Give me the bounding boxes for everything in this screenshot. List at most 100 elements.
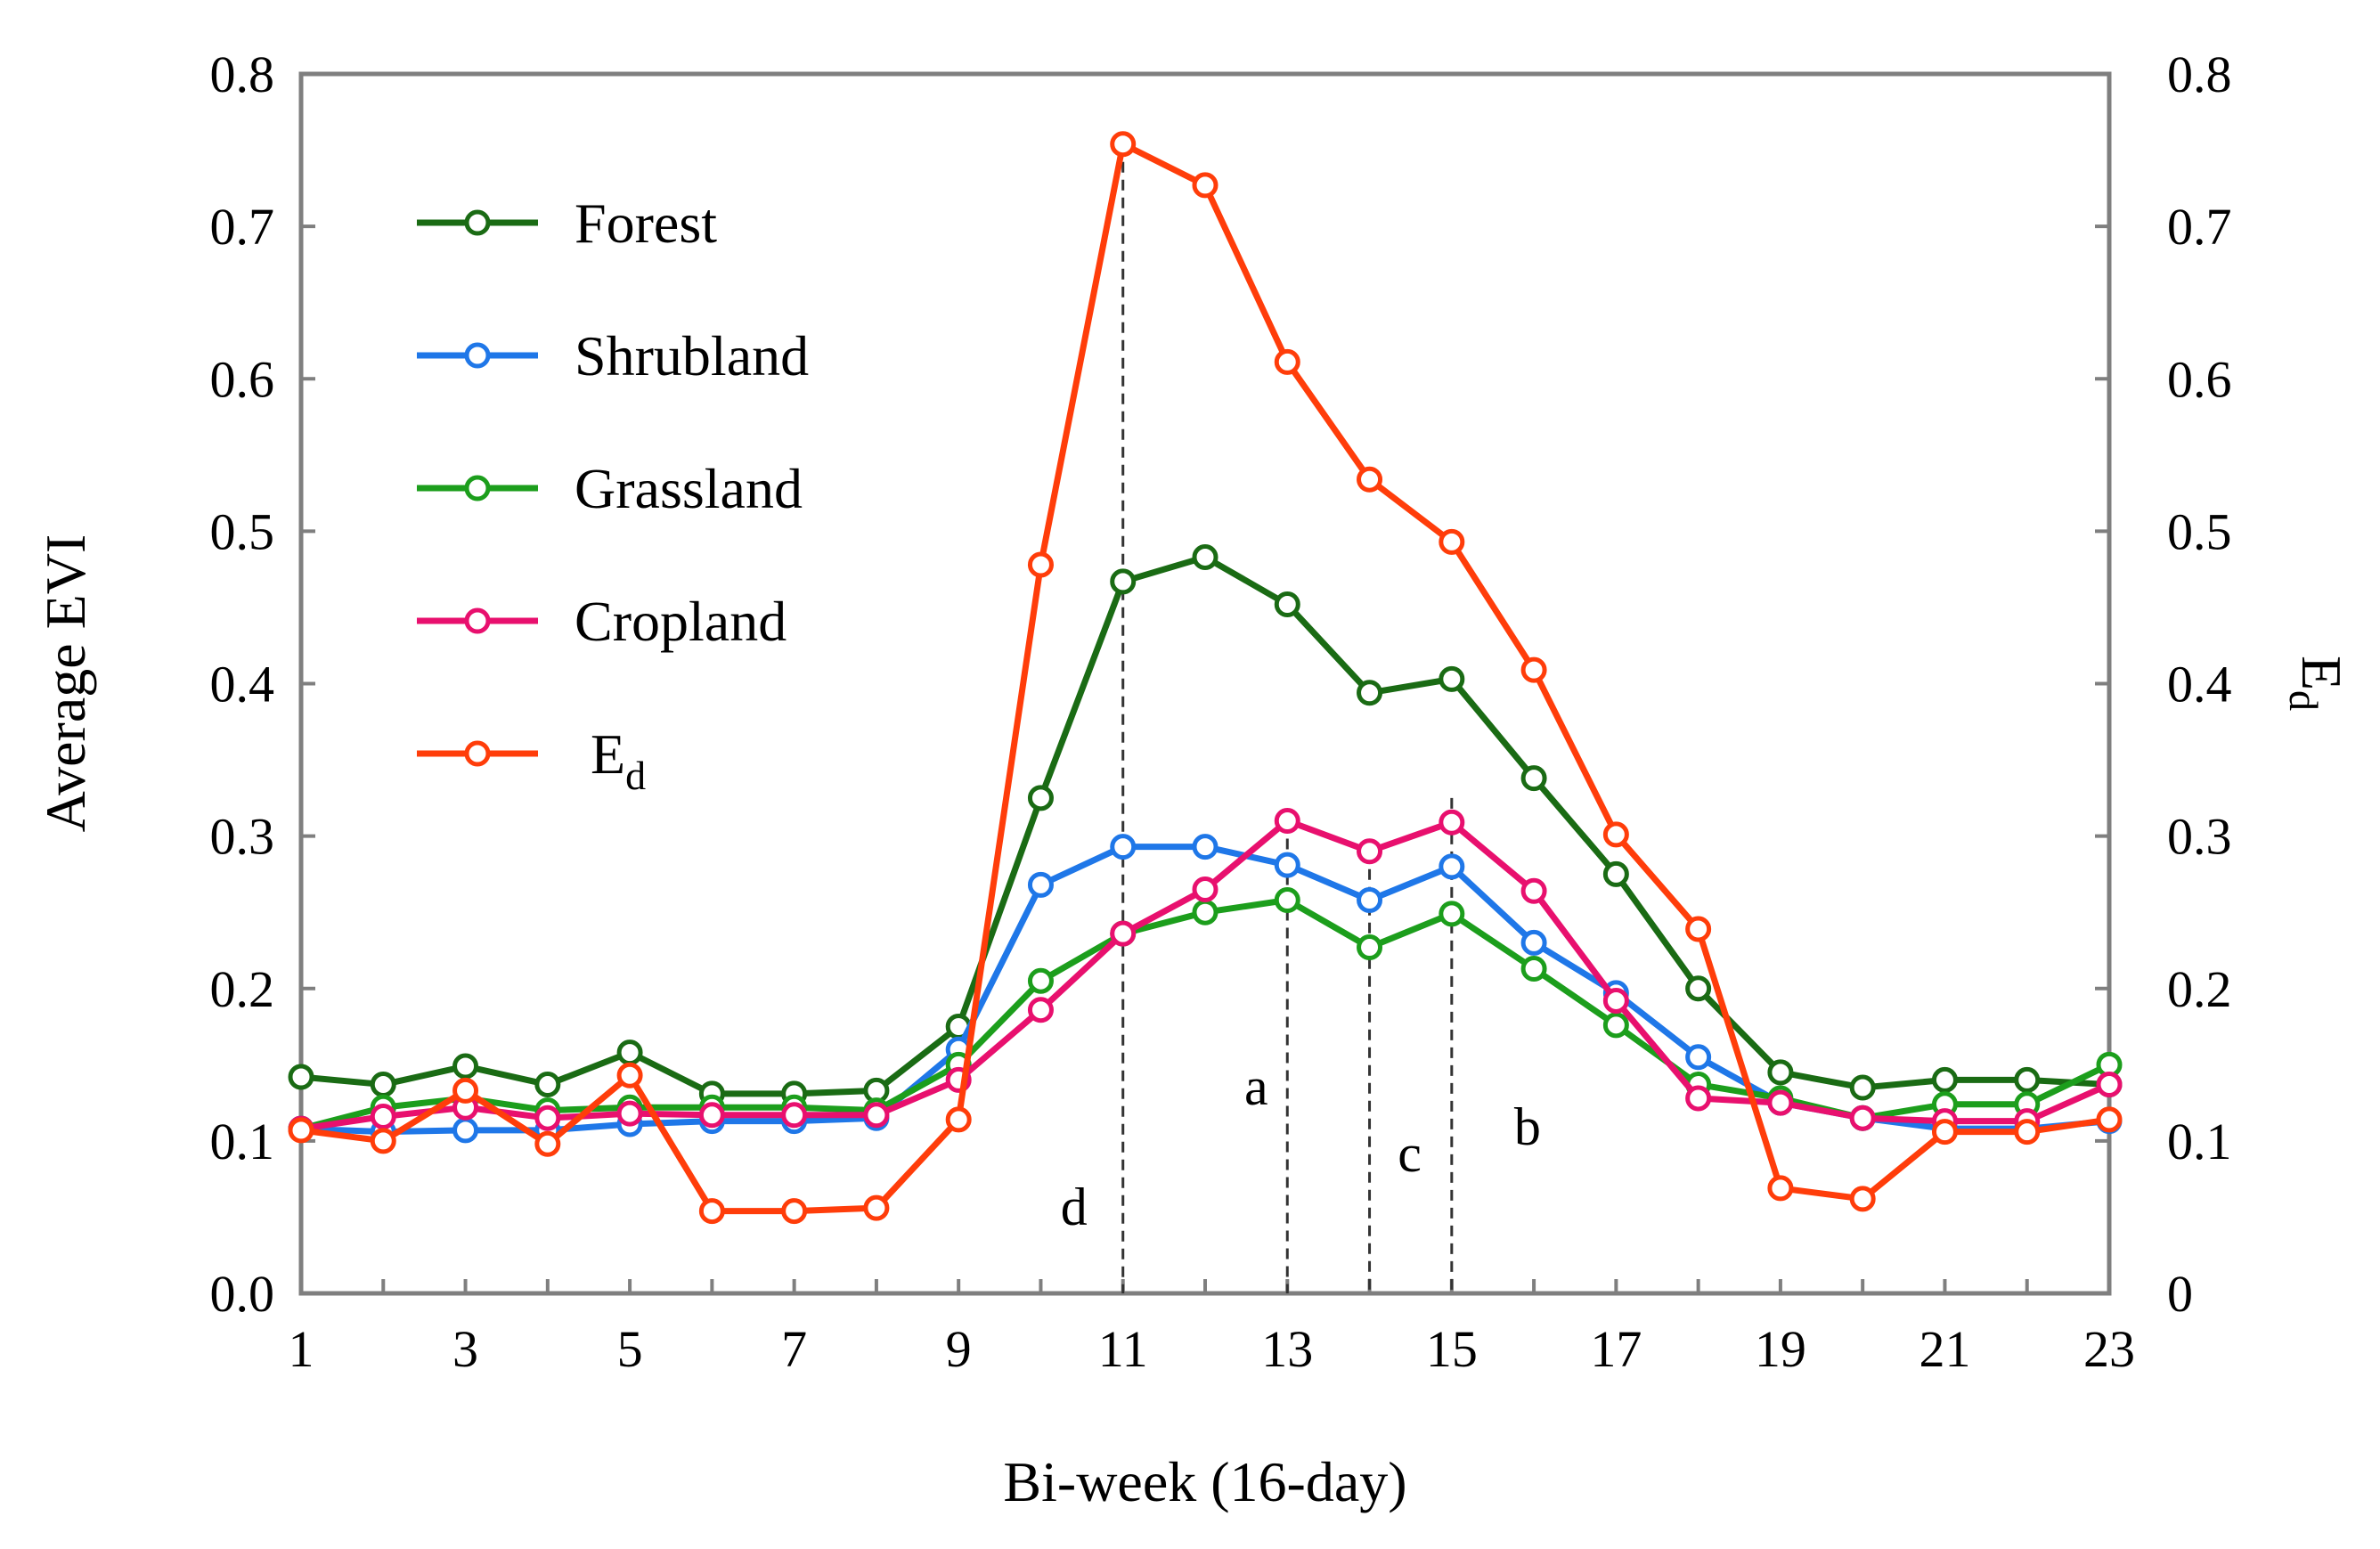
y2-axis-title-sub: d <box>2281 690 2327 711</box>
series-line-grassland <box>300 896 2111 1132</box>
series-line-e <box>300 141 2110 1215</box>
data-point <box>1520 765 1547 792</box>
legend-label: Cropland <box>575 590 787 653</box>
data-point <box>452 1077 479 1104</box>
y-tick-label: 0.2 <box>210 960 275 1018</box>
data-point <box>1520 929 1547 956</box>
data-point <box>781 1102 808 1129</box>
vertical-markers: d a c b <box>1061 143 1541 1293</box>
data-point <box>1274 591 1300 618</box>
ticks: 1 3 5 7 9 11 13 15 17 19 21 230.00.10.20.30.40.50.6… <box>210 45 2232 1378</box>
y2-tick-label: 0.6 <box>2167 350 2232 408</box>
legend-label-main: Forest <box>575 192 717 255</box>
data-point <box>1357 466 1383 493</box>
data-point <box>1685 916 1712 942</box>
y2-tick-label: 0 <box>2167 1265 2193 1323</box>
marker-label-d: d <box>1061 1178 1088 1236</box>
x-tick-label: 3 <box>452 1320 478 1378</box>
data-point <box>534 1105 561 1131</box>
legend-marker <box>464 209 491 236</box>
y2-axis-title-main: E <box>2290 656 2353 690</box>
data-point <box>1602 860 1629 887</box>
data-point <box>1520 877 1547 904</box>
x-tick-label: 1 <box>289 1320 314 1378</box>
data-point <box>2096 1072 2123 1098</box>
data-point <box>1520 656 1547 683</box>
data-point <box>1602 1012 1629 1039</box>
data-point <box>534 1072 561 1098</box>
y2-tick-label: 0.1 <box>2167 1113 2232 1170</box>
data-point <box>2014 1066 2041 1093</box>
data-point <box>616 1062 643 1088</box>
x-tick-label: 19 <box>1755 1320 1806 1378</box>
data-point <box>1110 834 1137 860</box>
x-tick-label: 11 <box>1098 1320 1148 1378</box>
marker-label-b: b <box>1514 1097 1541 1156</box>
data-point <box>1274 852 1300 878</box>
data-point <box>2096 1106 2123 1133</box>
data-point <box>698 1198 725 1225</box>
data-point <box>1192 543 1219 570</box>
data-point <box>616 1039 643 1066</box>
data-point <box>1767 1059 1794 1086</box>
data-point <box>534 1130 561 1157</box>
data-point <box>1931 1119 1958 1145</box>
data-point <box>1357 886 1383 913</box>
y-tick-label: 0.0 <box>210 1265 275 1323</box>
legend-label: Ed <box>591 722 646 798</box>
data-point <box>1849 1186 1876 1212</box>
legend-label-main: E <box>591 722 625 786</box>
legend-marker <box>464 342 491 369</box>
legend: Forest Shrubland Grassland Cropland Ed <box>417 192 809 798</box>
x-tick-label: 21 <box>1919 1320 1970 1378</box>
data-point <box>1685 1085 1712 1112</box>
marker-label-c: c <box>1398 1124 1422 1183</box>
data-point <box>1849 1074 1876 1101</box>
data-point <box>1274 348 1300 375</box>
data-point <box>1110 920 1137 947</box>
data-point <box>288 1064 314 1090</box>
x-tick-label: 23 <box>2083 1320 2135 1378</box>
y2-axis-title: Ed <box>2281 656 2353 711</box>
data-point <box>1767 1175 1794 1202</box>
x-tick-label: 9 <box>946 1320 972 1378</box>
data-point <box>1685 1044 1712 1071</box>
data-point <box>370 1072 396 1098</box>
data-point <box>1274 808 1300 835</box>
data-point <box>1931 1066 1958 1093</box>
data-point <box>370 1103 396 1129</box>
data-point <box>1439 528 1465 555</box>
legend-label-sub: d <box>625 753 646 798</box>
y-axis-title: Average EVI <box>34 534 97 833</box>
legend-label-main: Grassland <box>575 457 803 520</box>
y-tick-label: 0.3 <box>210 808 275 866</box>
data-point <box>1027 551 1054 578</box>
data-point <box>781 1198 808 1225</box>
x-tick-label: 15 <box>1426 1320 1478 1378</box>
data-point <box>370 1128 396 1154</box>
data-point <box>1357 680 1383 706</box>
marker-label-a: a <box>1244 1057 1268 1116</box>
y-tick-label: 0.5 <box>210 502 275 560</box>
y2-tick-label: 0.8 <box>2167 45 2232 103</box>
data-point <box>616 1100 643 1127</box>
data-point <box>1439 809 1465 836</box>
legend-label: Forest <box>575 192 717 255</box>
data-point <box>698 1102 725 1129</box>
data-point <box>1849 1105 1876 1131</box>
y-tick-label: 0.4 <box>210 656 275 713</box>
data-point <box>1027 785 1054 811</box>
data-point <box>1439 901 1465 927</box>
x-tick-label: 13 <box>1261 1320 1313 1378</box>
data-point <box>1767 1089 1794 1116</box>
data-point <box>1520 956 1547 982</box>
y-tick-label: 0.6 <box>210 350 275 408</box>
x-tick-label: 7 <box>781 1320 807 1378</box>
data-point <box>1685 975 1712 1002</box>
y2-tick-label: 0.2 <box>2167 960 2232 1018</box>
data-point <box>1027 997 1054 1023</box>
data-point <box>1192 876 1219 903</box>
data-point <box>1274 886 1300 913</box>
data-point <box>863 1102 890 1129</box>
